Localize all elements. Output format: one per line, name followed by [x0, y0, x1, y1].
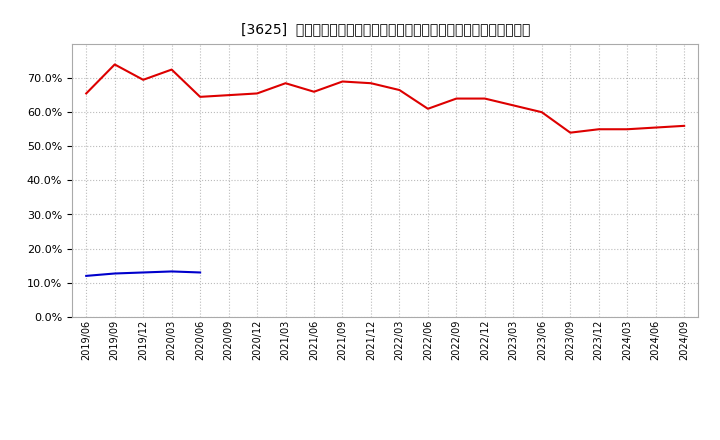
自己資本 — [480, 96, 489, 101]
自己資本 — [566, 130, 575, 136]
自己資本 — [167, 67, 176, 72]
自己資本 — [623, 127, 631, 132]
のれん — [167, 269, 176, 274]
自己資本 — [225, 92, 233, 98]
自己資本 — [395, 88, 404, 93]
自己資本 — [282, 81, 290, 86]
自己資本 — [110, 62, 119, 67]
のれん — [110, 271, 119, 276]
自己資本 — [366, 81, 375, 86]
Line: 自己資本: 自己資本 — [86, 64, 684, 133]
自己資本 — [509, 103, 518, 108]
自己資本 — [139, 77, 148, 82]
自己資本 — [680, 123, 688, 128]
自己資本 — [452, 96, 461, 101]
自己資本 — [423, 106, 432, 111]
自己資本 — [253, 91, 261, 96]
Line: のれん: のれん — [86, 271, 200, 276]
自己資本 — [82, 91, 91, 96]
自己資本 — [652, 125, 660, 130]
自己資本 — [595, 127, 603, 132]
のれん — [196, 270, 204, 275]
Legend: 自己資本, のれん, 繰延税金資産: 自己資本, のれん, 繰延税金資産 — [253, 438, 517, 440]
のれん — [139, 270, 148, 275]
自己資本 — [338, 79, 347, 84]
自己資本 — [537, 110, 546, 115]
自己資本 — [196, 94, 204, 99]
Title: [3625]  自己資本、のれん、繰延税金資産の総資産に対する比率の推移: [3625] 自己資本、のれん、繰延税金資産の総資産に対する比率の推移 — [240, 22, 530, 36]
のれん — [82, 273, 91, 279]
自己資本 — [310, 89, 318, 94]
